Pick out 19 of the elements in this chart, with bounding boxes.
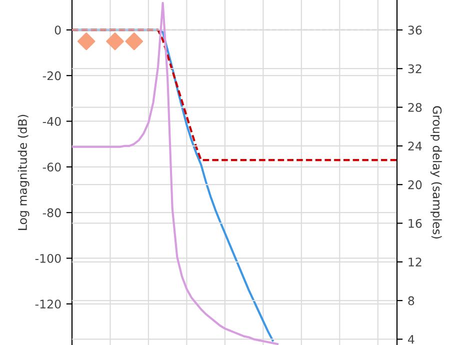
y2-tick-label: 12 bbox=[408, 258, 422, 266]
y-tick-label: -20 bbox=[42, 71, 61, 80]
y-axis-title: Log magnitude (dB) bbox=[18, 114, 30, 230]
y2-tick-label: 4 bbox=[408, 335, 414, 344]
y2-axis-title: Group delay (samples) bbox=[430, 106, 442, 238]
y-tick-label: -60 bbox=[42, 162, 61, 172]
y2-tick-label: 32 bbox=[408, 64, 422, 74]
y2-tick-label: 20 bbox=[408, 180, 422, 190]
y2-tick-label: 8 bbox=[408, 296, 414, 306]
line-series bbox=[72, 28, 397, 162]
y-tick-label: -40 bbox=[42, 116, 61, 126]
y-tick-label: -100 bbox=[35, 254, 61, 263]
y-tick-label: -120 bbox=[35, 300, 61, 309]
y-tick-label: -80 bbox=[42, 208, 61, 218]
y2-tick-label: 16 bbox=[408, 218, 422, 228]
y2-tick-label: 24 bbox=[408, 142, 422, 150]
y2-tick-label: 28 bbox=[408, 102, 422, 112]
y2-tick-label: 36 bbox=[408, 26, 422, 35]
y-tick-label: 0 bbox=[54, 26, 61, 35]
